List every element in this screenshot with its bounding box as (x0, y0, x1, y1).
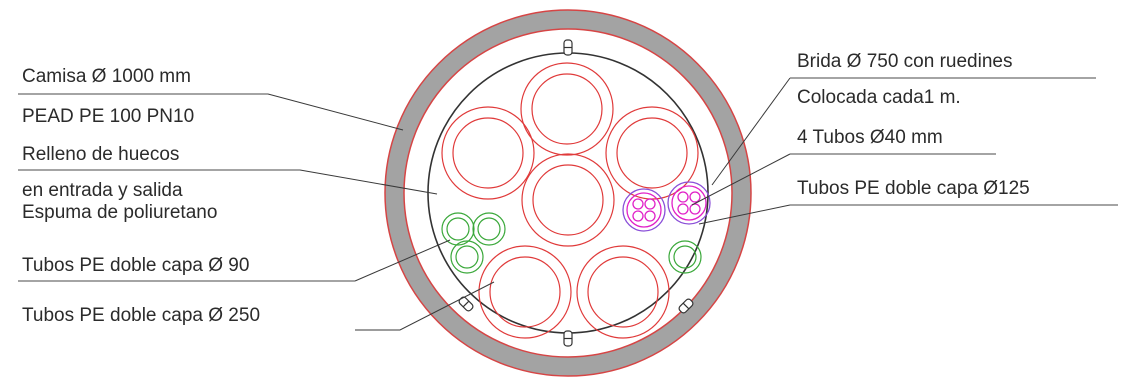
label-tubos-250: Tubos PE doble capa Ø 250 (22, 305, 260, 326)
label-espuma: Espuma de poliuretano (22, 202, 217, 223)
label-brida: Brida Ø 750 con ruedines (797, 51, 1012, 72)
flange-wheels (458, 39, 694, 347)
wheel-top (563, 39, 573, 56)
pipe-90 (472, 212, 506, 246)
leader-tubos-125 (698, 204, 791, 225)
leader-relleno (299, 169, 438, 195)
label-pead: PEAD PE 100 PN10 (22, 106, 194, 127)
leader-4-tubos-40 (691, 153, 791, 206)
pipe-90 (450, 240, 484, 274)
pipe-125-left (622, 188, 666, 232)
label-tubos-125: Tubos PE doble capa Ø125 (797, 178, 1030, 199)
pipes-90 (441, 212, 702, 274)
tubes-40 (632, 198, 656, 222)
label-camisa: Camisa Ø 1000 mm (22, 66, 191, 87)
pipe-250 (478, 245, 572, 339)
label-4-tubos-40: 4 Tubos Ø40 mm (797, 127, 943, 148)
label-entrada-salida: en entrada y salida (22, 180, 183, 201)
wheel-bottom-right (678, 298, 694, 314)
pipe-90 (668, 240, 702, 274)
pipes-250 (441, 62, 699, 339)
label-relleno: Relleno de huecos (22, 144, 179, 165)
pipe-250 (576, 245, 670, 339)
leader-tubos-90 (354, 239, 451, 282)
leader-camisa (267, 93, 404, 131)
pipe-90 (441, 212, 475, 246)
pipe-250 (441, 106, 535, 200)
wheel-bottom (563, 330, 573, 347)
label-tubos-90: Tubos PE doble capa Ø 90 (22, 255, 249, 276)
pipe-250 (520, 62, 614, 156)
pipe-250 (521, 153, 615, 247)
leader-tubos-250 (355, 281, 495, 331)
label-colocada: Colocada cada1 m. (797, 87, 961, 108)
leader-brida (711, 77, 791, 186)
casing-inner-ring (403, 28, 733, 358)
